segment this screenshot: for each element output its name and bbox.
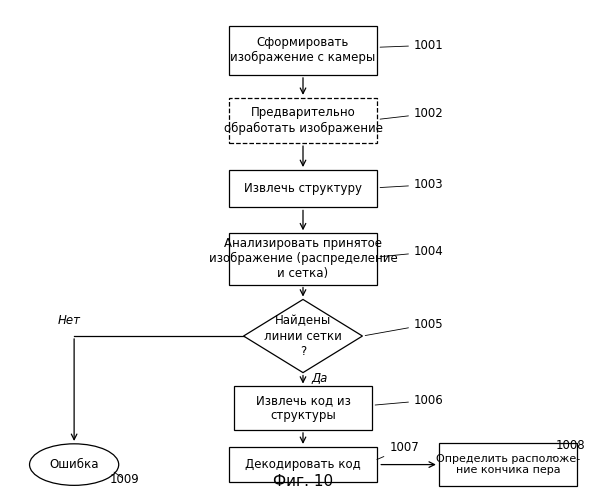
Text: Нет: Нет — [58, 314, 80, 327]
Text: 1001: 1001 — [380, 39, 444, 52]
Text: Предварительно
обработать изображение: Предварительно обработать изображение — [224, 106, 382, 134]
Text: 1005: 1005 — [365, 318, 444, 336]
Text: Извлечь код из
структуры: Извлечь код из структуры — [256, 394, 350, 422]
Text: Найдены
линии сетки
?: Найдены линии сетки ? — [264, 314, 342, 358]
Text: 1004: 1004 — [380, 246, 444, 258]
FancyBboxPatch shape — [439, 443, 578, 486]
FancyBboxPatch shape — [234, 386, 372, 430]
Ellipse shape — [30, 444, 119, 486]
Text: Анализировать принятое
изображение (распределение
и сетка): Анализировать принятое изображение (расп… — [208, 238, 398, 281]
Text: 1008: 1008 — [553, 440, 585, 458]
FancyBboxPatch shape — [228, 98, 378, 142]
Text: 1002: 1002 — [380, 107, 444, 120]
FancyBboxPatch shape — [228, 170, 378, 207]
Text: Сформировать
изображение с камеры: Сформировать изображение с камеры — [230, 36, 376, 64]
Text: 1006: 1006 — [375, 394, 444, 407]
Text: Ошибка: Ошибка — [49, 458, 99, 471]
Text: Определить расположе-
ние кончика пера: Определить расположе- ние кончика пера — [436, 454, 580, 475]
Text: 1003: 1003 — [380, 178, 444, 191]
Text: Да: Да — [312, 372, 328, 385]
FancyBboxPatch shape — [228, 26, 378, 75]
Polygon shape — [244, 300, 362, 372]
FancyBboxPatch shape — [228, 233, 378, 284]
Text: 1007: 1007 — [377, 442, 419, 460]
Text: 1009: 1009 — [110, 472, 139, 486]
Text: Декодировать код: Декодировать код — [245, 458, 361, 471]
Text: Извлечь структуру: Извлечь структуру — [244, 182, 362, 195]
Text: Фиг. 10: Фиг. 10 — [273, 474, 333, 490]
FancyBboxPatch shape — [228, 447, 378, 482]
